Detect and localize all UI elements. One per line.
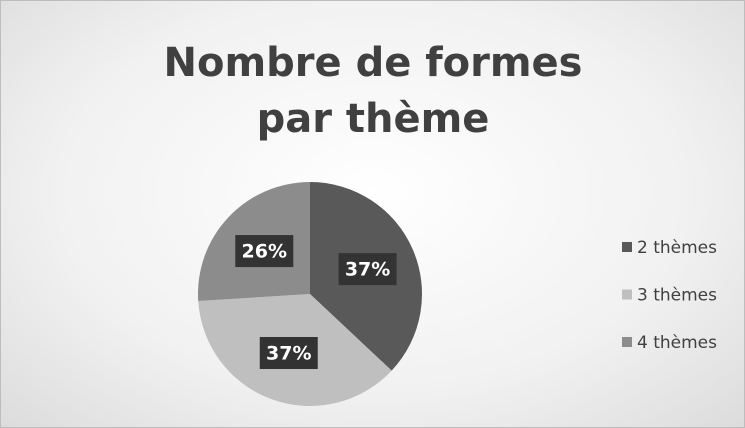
- legend-label: 3 thèmes: [637, 286, 717, 306]
- data-label: 37%: [345, 259, 390, 281]
- legend-swatch: [622, 242, 632, 252]
- legend-swatch: [622, 337, 632, 347]
- data-label: 37%: [266, 343, 311, 365]
- legend-swatch: [622, 289, 632, 300]
- data-label-box: [338, 253, 397, 286]
- legend-label: 2 thèmes: [637, 238, 717, 258]
- data-label: 26%: [242, 241, 287, 263]
- chart-title: Nombre de formes par thème: [163, 40, 583, 142]
- data-label-box: [235, 235, 294, 268]
- legend-label: 4 thèmes: [637, 333, 717, 353]
- data-label-box: [259, 337, 318, 370]
